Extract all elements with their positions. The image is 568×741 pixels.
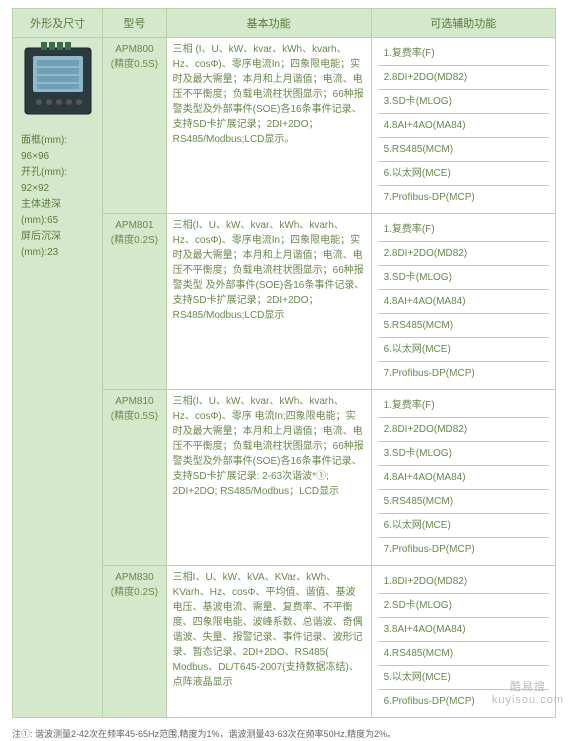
aux-table: 1.复费率(F)2.8DI+2DO(MD82)3.SD卡(MLOG)4.8AI+… (378, 218, 549, 385)
aux-cell: 3.SD卡(MLOG) (378, 266, 549, 290)
aux-cell: 4.8AI+4AO(MA84) (378, 114, 549, 138)
shape-cell: 面框(mm):96×96开孔(mm):92×92主体进深(mm):65屏后沉深(… (13, 38, 103, 718)
aux-cell: 3.8AI+4AO(MA84) (378, 618, 549, 642)
aux-row: 4.8AI+4AO(MA84) (378, 114, 549, 138)
model-cell: APM830 (精度0.2S) (103, 566, 167, 718)
aux-row: 7.Profibus-DP(MCP) (378, 538, 549, 562)
watermark: 酷易搜 kuyisou.com (492, 678, 564, 706)
aux-cell: 1.复费率(F) (378, 42, 549, 66)
aux-row: 4.RS485(MCM) (378, 642, 549, 666)
aux-cell: 5.RS485(MCM) (378, 314, 549, 338)
dim-line: 主体进深(mm):65 (21, 197, 94, 229)
model-text: APM800 (精度0.5S) (109, 42, 160, 72)
aux-row: 2.SD卡(MLOG) (378, 594, 549, 618)
dim-line: 面框(mm): (21, 133, 94, 149)
aux-cell: 3.SD卡(MLOG) (378, 442, 549, 466)
model-text: APM810 (精度0.5S) (109, 394, 160, 424)
spec-table: 外形及尺寸 型号 基本功能 可选辅助功能 面框(mm):96×96开孔(mm):… (12, 8, 556, 718)
aux-row: 1.复费率(F) (378, 218, 549, 242)
aux-cell: 1.复费率(F) (378, 218, 549, 242)
aux-cell: 6.以太网(MCE) (378, 514, 549, 538)
aux-row: 6.以太网(MCE) (378, 338, 549, 362)
aux-cell: 2.8DI+2DO(MD82) (378, 242, 549, 266)
aux-row: 3.SD卡(MLOG) (378, 266, 549, 290)
aux-cell: 4.8AI+4AO(MA84) (378, 466, 549, 490)
aux-cell: 4.8AI+4AO(MA84) (378, 290, 549, 314)
aux-row: 5.RS485(MCM) (378, 490, 549, 514)
aux-row: 4.8AI+4AO(MA84) (378, 290, 549, 314)
aux-cell: 7.Profibus-DP(MCP) (378, 362, 549, 386)
aux-row: 7.Profibus-DP(MCP) (378, 186, 549, 210)
model-cell: APM810 (精度0.5S) (103, 390, 167, 566)
basic-cell: 三相(I、U、kW、kvar、kWh、kvarh、Hz、cosΦ)、零序电流In… (166, 214, 371, 390)
model-text: APM830 (精度0.2S) (109, 570, 160, 600)
aux-row: 6.以太网(MCE) (378, 162, 549, 186)
aux-row: 5.RS485(MCM) (378, 138, 549, 162)
basic-cell: 三相 (I、U、kW、kvar、kWh、kvarh、Hz、cosΦ)、零序电流I… (166, 38, 371, 214)
footnote: 注①: 谐波测量2-42次在频率45-65Hz范围,精度为1%，谐波测量43-6… (0, 722, 568, 741)
header-basic: 基本功能 (166, 9, 371, 38)
basic-cell: 三相I、U、kW、kVA、KVar、kWh、KVarh、Hz、cosΦ、平均值、… (166, 566, 371, 718)
watermark-line1: 酷易搜 kuyisou.com (492, 678, 564, 706)
aux-row: 2.8DI+2DO(MD82) (378, 242, 549, 266)
aux-row: 3.SD卡(MLOG) (378, 90, 549, 114)
model-cell: APM801 (精度0.2S) (103, 214, 167, 390)
basic-cell: 三相(I、U、kW、kvar、kWh、kvarh、Hz、cosΦ)、零序 电流I… (166, 390, 371, 566)
dim-line: 96×96 (21, 149, 94, 165)
table-row: 面框(mm):96×96开孔(mm):92×92主体进深(mm):65屏后沉深(… (13, 38, 556, 214)
aux-cell: 3.SD卡(MLOG) (378, 90, 549, 114)
aux-row: 4.8AI+4AO(MA84) (378, 466, 549, 490)
aux-row: 6.以太网(MCE) (378, 514, 549, 538)
dim-line: 开孔(mm): (21, 165, 94, 181)
header-model: 型号 (103, 9, 167, 38)
aux-cell: 2.SD卡(MLOG) (378, 594, 549, 618)
aux-row: 1.复费率(F) (378, 394, 549, 418)
header-shape: 外形及尺寸 (13, 9, 103, 38)
aux-cell: 5.RS485(MCM) (378, 490, 549, 514)
aux-cell: 7.Profibus-DP(MCP) (378, 538, 549, 562)
aux-cell: 2.8DI+2DO(MD82) (378, 66, 549, 90)
model-text: APM801 (精度0.2S) (109, 218, 160, 248)
dimensions-block: 面框(mm):96×96开孔(mm):92×92主体进深(mm):65屏后沉深(… (19, 133, 96, 261)
aux-row: 7.Profibus-DP(MCP) (378, 362, 549, 386)
aux-row: 1.复费率(F) (378, 42, 549, 66)
aux-table: 1.复费率(F)2.8DI+2DO(MD82)3.SD卡(MLOG)4.8AI+… (378, 42, 549, 209)
model-cell: APM800 (精度0.5S) (103, 38, 167, 214)
aux-row: 2.8DI+2DO(MD82) (378, 66, 549, 90)
aux-outer: 1.复费率(F)2.8DI+2DO(MD82)3.SD卡(MLOG)4.8AI+… (371, 390, 555, 566)
aux-cell: 1.8DI+2DO(MD82) (378, 570, 549, 594)
aux-outer: 1.复费率(F)2.8DI+2DO(MD82)3.SD卡(MLOG)4.8AI+… (371, 38, 555, 214)
aux-cell: 7.Profibus-DP(MCP) (378, 186, 549, 210)
aux-cell: 5.RS485(MCM) (378, 138, 549, 162)
dim-line: 屏后沉深(mm):23 (21, 229, 94, 261)
page-container: 外形及尺寸 型号 基本功能 可选辅助功能 面框(mm):96×96开孔(mm):… (0, 0, 568, 722)
aux-cell: 1.复费率(F) (378, 394, 549, 418)
aux-cell: 6.以太网(MCE) (378, 162, 549, 186)
header-row: 外形及尺寸 型号 基本功能 可选辅助功能 (13, 9, 556, 38)
aux-row: 2.8DI+2DO(MD82) (378, 418, 549, 442)
aux-row: 3.SD卡(MLOG) (378, 442, 549, 466)
aux-cell: 4.RS485(MCM) (378, 642, 549, 666)
aux-outer: 1.复费率(F)2.8DI+2DO(MD82)3.SD卡(MLOG)4.8AI+… (371, 214, 555, 390)
header-aux: 可选辅助功能 (371, 9, 555, 38)
aux-cell: 2.8DI+2DO(MD82) (378, 418, 549, 442)
dim-line: 92×92 (21, 181, 94, 197)
aux-row: 3.8AI+4AO(MA84) (378, 618, 549, 642)
aux-row: 5.RS485(MCM) (378, 314, 549, 338)
aux-row: 1.8DI+2DO(MD82) (378, 570, 549, 594)
aux-table: 1.复费率(F)2.8DI+2DO(MD82)3.SD卡(MLOG)4.8AI+… (378, 394, 549, 561)
aux-cell: 6.以太网(MCE) (378, 338, 549, 362)
device-image (23, 42, 93, 120)
